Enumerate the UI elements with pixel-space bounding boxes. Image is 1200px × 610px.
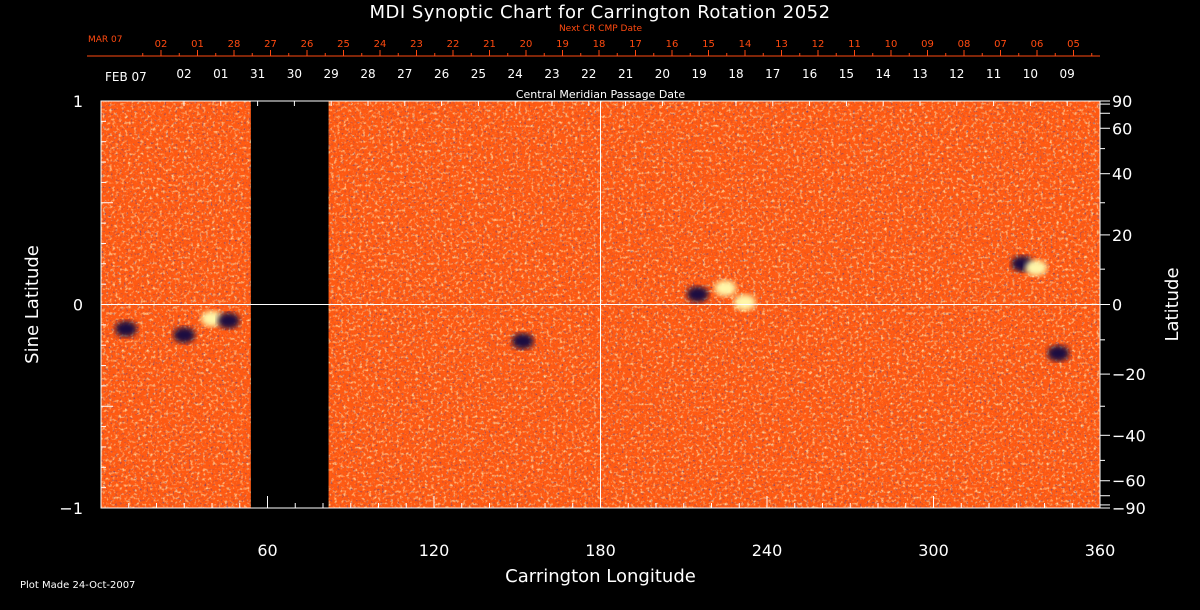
cmp-date: 29 [324,67,339,81]
cmp-date: 30 [287,67,302,81]
next-cr-date: 28 [228,39,241,50]
next-cr-date: 18 [593,39,606,50]
lat-tick-label: 90 [1112,92,1132,111]
x-tick-label: 60 [257,541,277,560]
lat-tick-label: 20 [1112,226,1132,245]
lat-tick-label: −90 [1112,499,1146,518]
lat-tick-label: 60 [1112,119,1132,138]
cmp-date: 13 [912,67,927,81]
active-region-negative [1047,345,1070,362]
y-tick-label: 0 [73,296,83,315]
x-tick-label: 120 [419,541,450,560]
lat-tick-label: 40 [1112,165,1132,184]
x-tick-label: 300 [918,541,949,560]
cmp-date: 18 [728,67,743,81]
next-cr-date: 20 [520,39,533,50]
cmp-date: 22 [581,67,596,81]
cmp-date: 14 [876,67,891,81]
next-cr-date: 15 [702,39,715,50]
active-region-negative [511,333,534,350]
next-cr-axis-title: Next CR CMP Date [559,24,643,34]
active-region-negative [173,327,196,344]
cmp-date: 26 [434,67,449,81]
cmp-date: 17 [765,67,780,81]
active-region-negative [114,320,137,337]
next-cr-date: 05 [1067,39,1080,50]
x-axis-label: Carrington Longitude [505,566,696,587]
lat-tick-label: −20 [1112,365,1146,384]
cmp-date: 28 [360,67,375,81]
cmp-date: 27 [397,67,412,81]
next-cr-date: 25 [337,39,350,50]
cmp-date: 31 [250,67,265,81]
y-axis-label-right: Latitude [1162,267,1183,341]
next-cr-date: 12 [812,39,825,50]
active-region-positive [733,294,756,311]
cmp-date: 19 [692,67,707,81]
cmp-date: 21 [618,67,633,81]
cmp-date: 20 [655,67,670,81]
y-axis-label-left: Sine Latitude [22,245,43,364]
next-cr-date: 27 [264,39,277,50]
next-cr-date: 14 [739,39,752,50]
next-cr-date: 02 [155,39,168,50]
active-region-positive [201,310,223,327]
chart-title: MDI Synoptic Chart for Carrington Rotati… [369,2,831,23]
cmp-date: 24 [508,67,523,81]
lat-tick-label: −40 [1112,426,1146,445]
next-cr-date: 26 [301,39,314,50]
cmp-date: 01 [213,67,228,81]
y-tick-label: 1 [73,92,83,111]
active-region-positive [1025,259,1048,276]
next-cr-date: 10 [885,39,898,50]
next-cr-date: 13 [775,39,788,50]
x-tick-label: 180 [585,541,616,560]
next-cr-date: 08 [958,39,971,50]
cmp-axis-title: Central Meridian Passage Date [516,88,685,101]
next-cr-date: 06 [1031,39,1044,50]
next-cr-date: 11 [848,39,861,50]
cmp-date: 23 [544,67,559,81]
cmp-date: 12 [949,67,964,81]
cmp-month-label: FEB 07 [105,70,147,84]
next-cr-date: 19 [556,39,569,50]
lat-tick-label: −60 [1112,472,1146,491]
next-cr-date: 24 [374,39,387,50]
cmp-date: 02 [176,67,191,81]
next-cr-date: 17 [629,39,642,50]
cmp-date: 25 [471,67,486,81]
cmp-date: 15 [839,67,854,81]
cmp-date: 10 [1023,67,1038,81]
next-cr-date: 16 [666,39,679,50]
next-cr-date: 09 [921,39,934,50]
x-tick-label: 240 [752,541,783,560]
cmp-date: 11 [986,67,1001,81]
active-region-positive [714,280,737,297]
next-cr-date: 23 [410,39,423,50]
active-region-negative [686,286,709,303]
x-tick-label: 360 [1085,541,1116,560]
cmp-date: 09 [1060,67,1075,81]
next-cr-date: 21 [483,39,496,50]
next-cr-month-label: MAR 07 [88,35,123,45]
active-region-negative [217,312,240,329]
cmp-date: 16 [802,67,817,81]
lat-tick-label: 0 [1112,296,1122,315]
next-cr-date: 07 [994,39,1007,50]
plot-made-note: Plot Made 24-Oct-2007 [20,580,136,591]
y-tick-label: −1 [59,499,83,518]
next-cr-date: 01 [191,39,204,50]
next-cr-date: 22 [447,39,460,50]
